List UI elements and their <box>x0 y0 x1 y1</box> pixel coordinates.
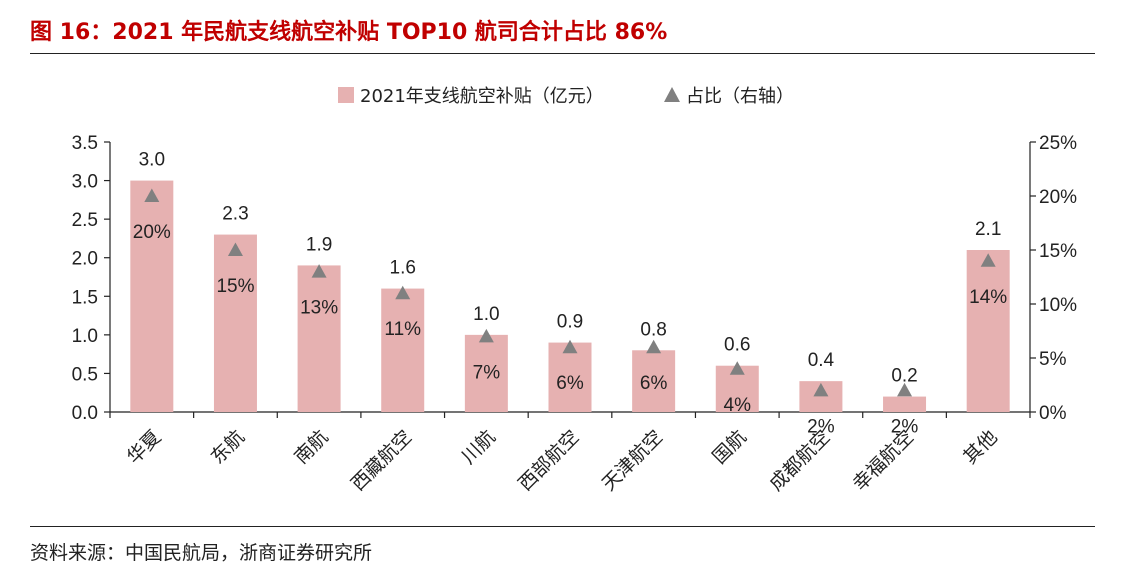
bar-value-label: 0.8 <box>640 319 666 340</box>
share-marker <box>646 339 662 354</box>
title-divider <box>30 53 1095 54</box>
left-tick-label: 1.5 <box>72 287 98 308</box>
share-marker <box>311 264 327 278</box>
share-marker <box>227 242 243 256</box>
share-value-label: 11% <box>384 319 421 340</box>
share-marker <box>897 382 913 397</box>
category-label: 南航 <box>290 426 332 468</box>
bar <box>381 288 425 412</box>
bar <box>464 334 508 412</box>
category-label: 华夏 <box>123 426 165 468</box>
right-tick-label: 15% <box>1039 241 1077 262</box>
bar-value-label: 3.0 <box>139 150 165 171</box>
share-value-label: 15% <box>216 276 254 297</box>
bar-value-label: 0.2 <box>891 366 917 387</box>
legend-bar-swatch <box>338 87 354 103</box>
category-label: 川航 <box>457 426 499 468</box>
left-tick-label: 3.0 <box>72 172 98 193</box>
share-marker <box>478 328 494 343</box>
bar-value-label: 1.9 <box>306 234 332 255</box>
bar-value-label: 1.0 <box>473 304 499 325</box>
category-label: 西部航空 <box>514 426 583 495</box>
category-label: 其他 <box>959 426 1001 468</box>
share-marker <box>813 382 829 397</box>
share-marker <box>144 188 160 202</box>
bar-value-label: 1.6 <box>390 258 416 279</box>
share-marker <box>980 253 996 267</box>
bar-value-label: 0.6 <box>724 335 750 356</box>
share-value-label: 13% <box>300 298 338 319</box>
bar-value-label: 2.3 <box>222 204 248 225</box>
share-marker <box>395 285 411 300</box>
left-tick-label: 2.5 <box>72 210 98 231</box>
bar <box>966 250 1010 412</box>
legend-bar-label: 2021年支线航空补贴（亿元） <box>360 86 604 107</box>
right-tick-label: 20% <box>1039 187 1077 208</box>
bar-value-label: 0.4 <box>808 350 835 371</box>
source-note: 资料来源：中国民航局，浙商证券研究所 <box>30 542 373 564</box>
share-value-label: 7% <box>473 362 501 383</box>
bar <box>130 180 174 412</box>
left-tick-label: 1.0 <box>72 326 98 347</box>
share-value-label: 6% <box>640 373 668 394</box>
category-label: 国航 <box>708 426 750 468</box>
bar <box>548 342 592 412</box>
right-tick-label: 25% <box>1039 133 1077 154</box>
bar <box>297 265 341 412</box>
share-marker <box>729 361 745 375</box>
share-value-label: 2% <box>891 416 919 437</box>
figure-title: 图 16：2021 年民航支线航空补贴 TOP10 航司合计占比 86% <box>30 20 668 45</box>
category-label: 西藏航空 <box>347 426 416 495</box>
left-tick-label: 0.5 <box>72 364 98 385</box>
share-value-label: 14% <box>969 287 1007 308</box>
share-value-label: 2% <box>807 416 835 437</box>
category-label: 东航 <box>207 426 249 468</box>
right-tick-label: 10% <box>1039 295 1077 316</box>
category-label: 天津航空 <box>598 426 667 495</box>
share-value-label: 6% <box>556 373 584 394</box>
category-label: 幸福航空 <box>849 426 918 495</box>
source-divider <box>30 526 1095 527</box>
share-marker <box>562 339 578 354</box>
legend-marker-label: 占比（右轴） <box>686 86 794 107</box>
left-tick-label: 0.0 <box>72 403 98 424</box>
legend-marker-swatch <box>664 87 680 102</box>
bar <box>632 350 676 412</box>
bar <box>883 396 927 412</box>
category-label: 成都航空 <box>765 426 834 495</box>
share-value-label: 4% <box>724 395 752 416</box>
left-tick-label: 2.0 <box>72 249 98 270</box>
left-tick-label: 3.5 <box>72 133 98 154</box>
right-tick-label: 5% <box>1039 349 1067 370</box>
right-tick-label: 0% <box>1039 403 1067 424</box>
bar <box>213 234 257 412</box>
bar-value-label: 2.1 <box>975 219 1001 240</box>
bar-value-label: 0.9 <box>557 312 583 333</box>
share-value-label: 20% <box>133 222 171 243</box>
